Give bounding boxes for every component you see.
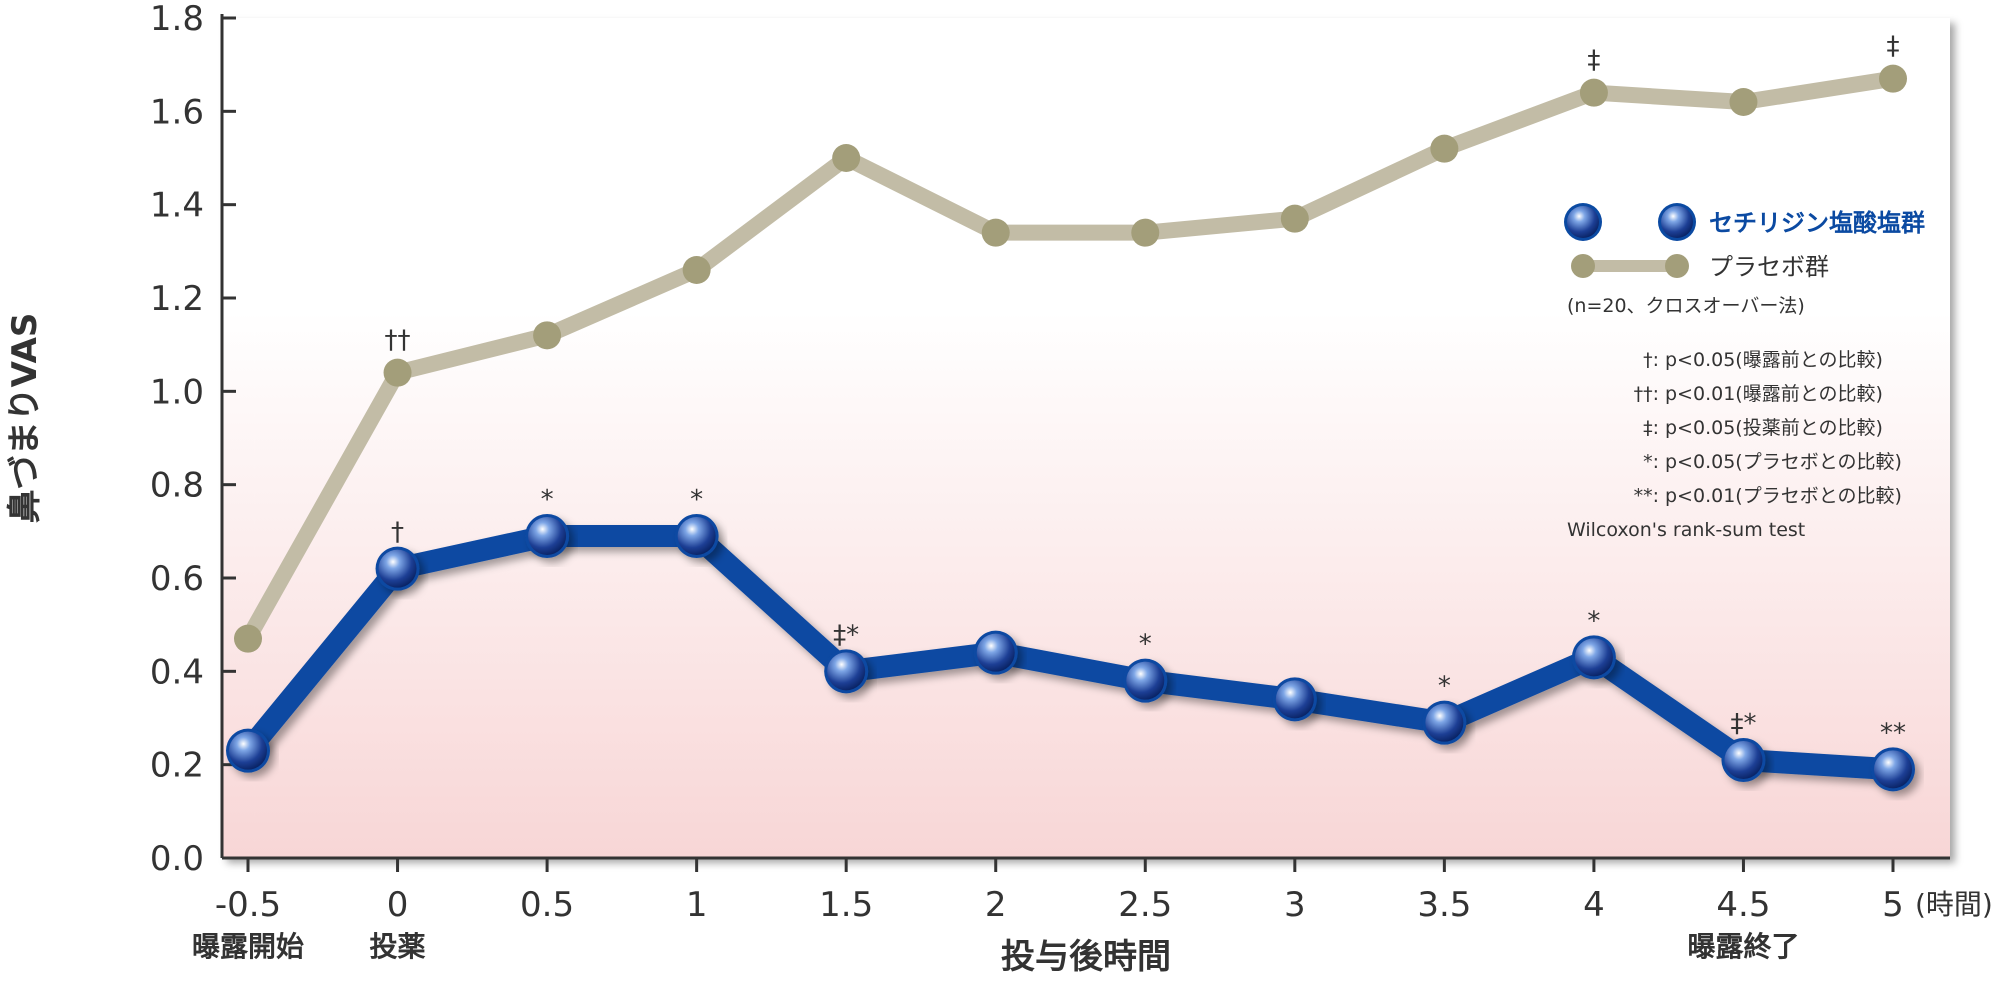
legend-placebo-label: プラセボ群 — [1709, 253, 1829, 281]
legend-significance-text: p<0.05(曝露前との比較) — [1665, 349, 1883, 371]
cetirizine-point-highlight — [528, 517, 567, 555]
cetirizine-line — [237, 525, 1904, 781]
legend-cetirizine-marker-highlight — [1567, 206, 1599, 238]
legend-significance-symbol: ‡: — [1643, 417, 1659, 439]
y-tick-label: 1.2 — [150, 279, 204, 319]
annotation-layer: ††‡ ‡†* *‡* ***‡* ** — [385, 32, 1906, 749]
placebo-point — [1131, 218, 1160, 247]
x-category-label: 曝露開始 — [192, 930, 304, 963]
cetirizine-point-highlight — [1574, 638, 1613, 677]
x-tick-label: 2 — [985, 885, 1007, 925]
placebo-annotation: ‡ — [1887, 32, 1900, 62]
cetirizine-point-highlight — [677, 517, 716, 555]
cetirizine-point-highlight — [976, 633, 1015, 672]
legend-significance-text: p<0.01(プラセボとの比較) — [1665, 485, 1902, 507]
y-tick-label: 1.8 — [150, 0, 204, 39]
x-category-label: 投薬 — [370, 930, 426, 963]
y-tick-label: 1.0 — [150, 372, 204, 412]
legend-significance-symbol: **: — [1634, 485, 1659, 507]
axes — [220, 14, 1950, 860]
x-tick-label: 4 — [1583, 885, 1605, 925]
y-axis-title: 鼻づまりVAS — [5, 313, 45, 524]
x-tick-label: -0.5 — [215, 885, 281, 925]
cetirizine-point-highlight — [1275, 680, 1314, 719]
cetirizine-annotation: ‡* — [833, 620, 859, 650]
legend-significance-text: p<0.05(プラセボとの比較) — [1665, 451, 1902, 473]
plot-background — [222, 18, 1950, 858]
cetirizine-point-highlight — [1425, 703, 1464, 742]
cetirizine-annotation: ‡* — [1730, 709, 1756, 739]
placebo-point — [1430, 134, 1459, 163]
x-tick-label: 4.5 — [1716, 885, 1770, 925]
legend-placebo-marker — [1571, 254, 1595, 278]
x-tick-label: 3.5 — [1417, 885, 1471, 925]
legend-significance-symbol: ††: — [1634, 383, 1659, 405]
legend-note: (n=20、クロスオーバー法) — [1567, 295, 1805, 317]
x-tick-label: 2.5 — [1118, 885, 1172, 925]
legend-cetirizine-label: セチリジン塩酸塩群 — [1709, 209, 1925, 237]
cetirizine-point-highlight — [1126, 661, 1165, 700]
y-tick-label: 0.4 — [150, 652, 204, 692]
x-axis-ticks: -0.5 0 0.5 1 1.5 2 2.5 3 3.5 4 4.5 5 (時間) 曝露開始 投薬 曝露終了 — [192, 858, 1993, 963]
placebo-point — [981, 218, 1010, 247]
legend-cetirizine-marker-highlight — [1661, 206, 1693, 238]
cetirizine-annotation: * — [1139, 630, 1152, 660]
legend-significance-text: p<0.01(曝露前との比較) — [1665, 383, 1883, 405]
cetirizine-series — [226, 514, 1915, 792]
legend-placebo-marker — [1665, 254, 1689, 278]
y-tick-label: 1.6 — [150, 92, 204, 132]
cetirizine-annotation: † — [391, 518, 404, 548]
y-tick-label: 1.4 — [150, 186, 204, 226]
y-tick-label: 0.8 — [150, 466, 204, 506]
series-layer — [226, 64, 1915, 792]
x-tick-label: 3 — [1284, 885, 1306, 925]
legend-test-note: Wilcoxon's rank-sum test — [1567, 519, 1805, 541]
placebo-point — [682, 256, 711, 284]
cetirizine-annotation: * — [1438, 672, 1451, 702]
cetirizine-annotation: * — [541, 485, 554, 515]
x-unit-label: (時間) — [1915, 888, 1993, 921]
y-axis-ticks: 0.0 0.2 0.4 0.6 0.8 1.0 1.2 1.4 1.6 1.8 — [150, 0, 236, 879]
placebo-point — [1729, 88, 1758, 116]
y-tick-label: 0.6 — [150, 559, 204, 599]
x-tick-label: 1 — [686, 885, 708, 925]
cetirizine-point-highlight — [229, 731, 267, 770]
cetirizine-annotation: * — [1587, 606, 1600, 636]
legend-significance-text: p<0.05(投薬前との比較) — [1665, 417, 1883, 439]
cetirizine-point-highlight — [1874, 750, 1912, 789]
cetirizine-annotation: ** — [1880, 718, 1906, 748]
x-axis-title: 投与後時間 — [1001, 937, 1171, 977]
cetirizine-point-highlight — [827, 652, 866, 691]
placebo-annotation: ‡ — [1587, 46, 1600, 76]
placebo-point — [1280, 204, 1309, 233]
x-tick-label: 0 — [387, 885, 409, 925]
placebo-point — [383, 358, 412, 387]
cetirizine-point-highlight — [378, 549, 417, 588]
placebo-point — [832, 144, 861, 172]
placebo-line — [240, 70, 1901, 647]
placebo-point — [234, 624, 262, 653]
placebo-annotation: †† — [385, 326, 411, 356]
y-tick-label: 0.0 — [150, 839, 204, 879]
placebo-point — [1879, 64, 1907, 93]
cetirizine-point-highlight — [1724, 741, 1763, 779]
legend-significance-symbol: *: — [1643, 451, 1659, 473]
placebo-point — [1579, 78, 1608, 107]
placebo-point — [533, 321, 562, 350]
x-category-label: 曝露終了 — [1687, 930, 1799, 963]
x-tick-label: 1.5 — [819, 885, 873, 925]
x-tick-label: 5 — [1882, 885, 1904, 925]
x-tick-label: 0.5 — [520, 885, 574, 925]
legend-significance-symbol: †: — [1643, 349, 1659, 371]
placebo-series — [234, 64, 1907, 653]
y-tick-label: 0.2 — [150, 746, 204, 786]
cetirizine-annotation: * — [690, 485, 703, 515]
